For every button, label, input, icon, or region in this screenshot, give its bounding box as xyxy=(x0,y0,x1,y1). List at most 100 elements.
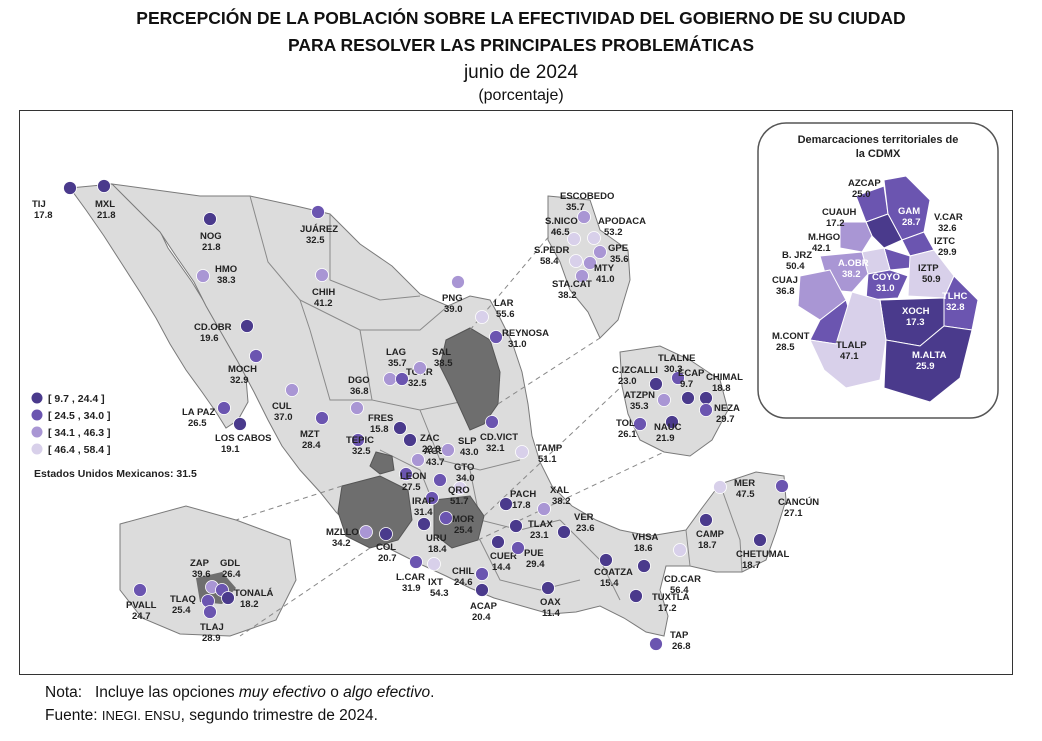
city-name-ver: VER xyxy=(574,512,594,523)
city-value-cd-vict: 32.1 xyxy=(486,443,505,454)
city-marker-cd-obr xyxy=(240,319,254,333)
city-value-chil: 24.6 xyxy=(454,577,473,588)
map-title-line1: PERCEPCIÓN DE LA POBLACIÓN SOBRE LA EFEC… xyxy=(136,8,906,28)
city-name-atzpn: ATZPN xyxy=(624,390,655,401)
city-value-s-pedr: 58.4 xyxy=(540,256,559,267)
city-marker-mor xyxy=(439,511,453,525)
city-name-lag: LAG xyxy=(386,347,406,358)
city-marker-moch xyxy=(249,349,263,363)
note-end: . xyxy=(430,684,435,701)
city-value-sal: 38.5 xyxy=(434,358,453,369)
city-marker-mzt xyxy=(315,411,329,425)
city-value-pvall: 24.7 xyxy=(132,611,151,622)
city-marker-neza xyxy=(699,403,713,417)
city-value-neza: 29.7 xyxy=(716,414,735,425)
city-value-tlalne: 30.3 xyxy=(664,364,683,375)
city-name-mxl: MXL xyxy=(95,199,115,210)
city-name-xal: XAL xyxy=(550,485,569,496)
cdmx-name-tlhc: TLHC xyxy=(942,291,967,302)
cdmx-value-xoch: 17.3 xyxy=(906,317,925,328)
cdmx-district-m-hgo xyxy=(839,221,873,253)
city-value-mzt: 28.4 xyxy=(302,440,321,451)
map-subtitle-date: junio de 2024 xyxy=(463,62,579,83)
city-value-tlaq: 25.4 xyxy=(172,605,191,616)
city-value-torr: 32.5 xyxy=(408,378,427,389)
city-marker-pue xyxy=(511,541,525,555)
city-marker-tap xyxy=(649,637,663,651)
map-subtitle-unit: (porcentaje) xyxy=(478,87,564,104)
note-emphasis-1: muy efectivo xyxy=(238,684,326,701)
legend-swatch-1 xyxy=(31,409,43,421)
city-value-ecap: 9.7 xyxy=(680,379,693,390)
city-marker-s-pedr xyxy=(569,254,583,268)
city-marker-cul xyxy=(285,383,299,397)
city-value-vhsa: 18.6 xyxy=(634,543,653,554)
cdmx-name-b-jrz: B. JRZ xyxy=(782,250,812,261)
city-name-pvall: PVALL xyxy=(126,600,157,611)
city-name-tonalá: TONALÁ xyxy=(234,588,274,599)
cdmx-value-iztp: 50.9 xyxy=(922,274,941,285)
city-marker-camp xyxy=(699,513,713,527)
city-value-gdl: 26.4 xyxy=(222,569,241,580)
city-name-mer: MER xyxy=(734,478,755,489)
source-label: Fuente: xyxy=(45,707,102,724)
city-value-nog: 21.8 xyxy=(202,242,221,253)
source-text: , segundo trimestre de 2024. xyxy=(180,707,378,724)
note-text: Incluye las opciones xyxy=(94,684,239,701)
cdmx-inset-title-2: la CDMX xyxy=(856,148,901,160)
note-emphasis-2: algo efectivo xyxy=(343,684,431,701)
city-name-s-nico: S.NICO xyxy=(545,216,578,227)
city-marker-ags xyxy=(411,453,425,467)
city-name-apodaca: APODACA xyxy=(598,216,646,227)
city-name-ags: AGS xyxy=(424,446,445,457)
cdmx-name-iztp: IZTP xyxy=(918,263,939,274)
city-marker-lag xyxy=(383,372,397,386)
city-value-gto: 34.0 xyxy=(456,473,475,484)
city-name-tlaj: TLAJ xyxy=(200,622,224,633)
city-value-c-izcalli: 23.0 xyxy=(618,376,637,387)
city-value-mor: 25.4 xyxy=(454,525,473,536)
city-marker-cd-car xyxy=(673,543,687,557)
city-marker-tlax xyxy=(509,519,523,533)
city-value-reynosa: 31.0 xyxy=(508,339,527,350)
city-marker-gpe xyxy=(593,245,607,259)
city-name-c-izcalli: C.IZCALLI xyxy=(612,365,658,376)
mexico-base-map xyxy=(69,183,787,637)
baja-california-peninsula xyxy=(69,183,249,429)
city-marker-atzpn xyxy=(657,393,671,407)
city-value-acap: 20.4 xyxy=(472,612,491,623)
city-value-la-paz: 26.5 xyxy=(188,418,207,429)
city-value-mzllo: 34.2 xyxy=(332,538,351,549)
city-name-slp: SLP xyxy=(458,436,477,447)
cdmx-name-a-obr: A.OBR xyxy=(838,258,869,269)
legend: [ 9.7 , 24.4 ] [ 24.5 , 34.0 ] [ 34.1 , 46… xyxy=(31,392,110,456)
city-marker-mer xyxy=(713,480,727,494)
city-marker-pach xyxy=(499,497,513,511)
city-value-mer: 47.5 xyxy=(736,489,755,500)
city-value-tij: 17.8 xyxy=(34,210,53,221)
city-name-mty: MTY xyxy=(594,263,615,274)
map-frame xyxy=(19,110,1013,675)
city-value-pue: 29.4 xyxy=(526,559,545,570)
city-marker-chimal xyxy=(699,391,713,405)
city-value-cuer: 14.4 xyxy=(492,562,511,573)
city-marker-mxl xyxy=(97,179,111,193)
city-value-chih: 41.2 xyxy=(314,298,333,309)
legend-swatch-3 xyxy=(31,443,43,455)
city-name-acap: ACAP xyxy=(470,601,498,612)
city-marker-cancún xyxy=(775,479,789,493)
city-name-tlaq: TLAQ xyxy=(170,594,196,605)
city-name-chetumal: CHETUMAL xyxy=(736,549,789,560)
city-value-png: 39.0 xyxy=(444,304,463,315)
city-value-zac: 22.8 xyxy=(422,444,441,455)
cdmx-name-m-alta: M.ALTA xyxy=(912,350,947,361)
city-value-tlax: 23.1 xyxy=(530,530,549,541)
national-average-label: Estados Unidos Mexicanos: 31.5 xyxy=(34,468,197,480)
cdmx-value-m-alta: 25.9 xyxy=(916,361,935,372)
city-name-chimal: CHIMAL xyxy=(706,372,743,383)
cdmx-value-azcap: 25.0 xyxy=(852,189,871,200)
city-marker-tlalne xyxy=(671,371,685,385)
city-marker-sta-cat xyxy=(575,269,589,283)
city-value-apodaca: 53.2 xyxy=(604,227,623,238)
